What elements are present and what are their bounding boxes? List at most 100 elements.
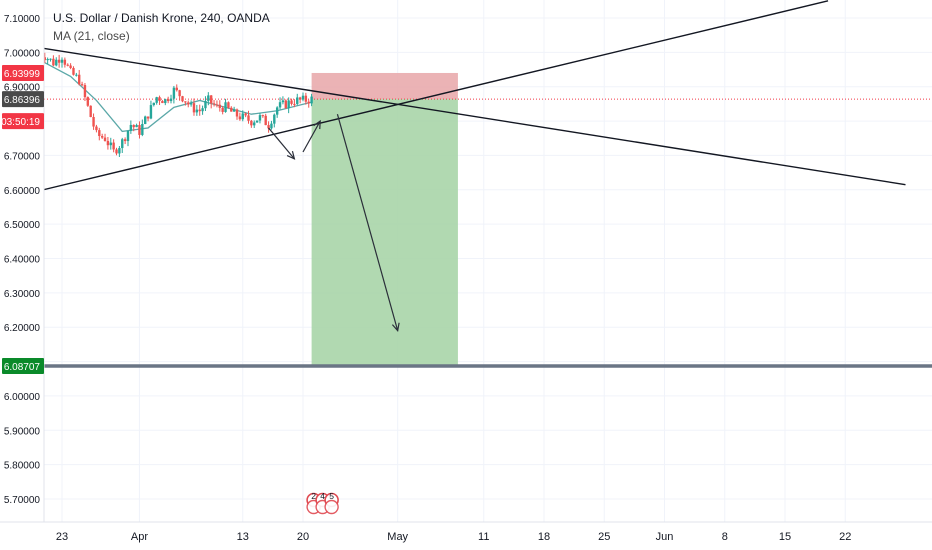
candle-up — [129, 124, 133, 131]
candle-down — [86, 97, 90, 106]
position-zones — [44, 72, 932, 368]
candle-down — [43, 57, 46, 61]
candle-down — [66, 64, 69, 66]
candle-down — [304, 95, 308, 102]
arrow-line-3[interactable] — [336, 114, 399, 331]
price-label-box — [2, 64, 44, 81]
candle-up — [121, 139, 124, 149]
candle-down — [161, 100, 164, 104]
candle-down — [187, 102, 190, 105]
candle-down — [112, 142, 115, 150]
candle-up — [201, 108, 204, 112]
candle-down — [215, 104, 219, 106]
candle-down — [98, 130, 101, 137]
arrow-line-2[interactable] — [302, 120, 321, 153]
candle-up — [46, 59, 49, 61]
candle-down — [235, 109, 239, 117]
arrow-head-2 — [313, 119, 321, 130]
price-tick-label: 7.10000 — [4, 14, 41, 25]
candle-up — [144, 116, 147, 124]
candle-up — [141, 123, 144, 135]
price-tick-label: 7.00000 — [4, 48, 41, 59]
price-tick-label: 6.00000 — [4, 392, 41, 403]
candles-layer — [37, 49, 313, 157]
price-tick-label: 5.90000 — [4, 426, 41, 437]
candle-down — [238, 116, 242, 120]
candle-up — [270, 123, 273, 129]
arrow-line-1[interactable] — [268, 127, 295, 160]
drawing-tools-layer[interactable] — [36, 0, 906, 332]
candle-up — [296, 97, 299, 104]
arrow-head-3 — [391, 322, 400, 332]
time-tick-label: 11 — [478, 531, 489, 543]
price-label-text: 6.86396 — [4, 95, 41, 106]
candle-up — [281, 100, 285, 103]
candle-up — [152, 102, 156, 106]
indicator-label[interactable]: MA (21, close) — [53, 29, 130, 43]
candle-down — [293, 103, 296, 105]
price-tick-label: 6.40000 — [4, 255, 41, 266]
candle-up — [241, 113, 244, 120]
price-tick-label: 6.20000 — [4, 323, 41, 334]
candle-down — [264, 115, 267, 126]
time-tick-label: 20 — [297, 531, 309, 543]
candle-up — [172, 87, 176, 99]
candle-up — [258, 115, 262, 121]
candle-down — [247, 115, 250, 121]
candle-down — [307, 101, 310, 104]
time-tick-label: 25 — [598, 531, 610, 543]
candle-up — [224, 102, 227, 112]
time-tick-label: 8 — [722, 531, 728, 543]
candle-up — [301, 95, 305, 100]
candle-up — [135, 125, 138, 128]
price-axis[interactable]: 5.700005.800005.900006.000006.100006.200… — [0, 0, 45, 550]
candle-down — [227, 102, 230, 108]
candle-up — [189, 103, 193, 105]
candle-up — [55, 59, 58, 66]
time-tick-label: 22 — [839, 531, 851, 543]
candle-down — [250, 120, 253, 126]
candle-down — [69, 65, 72, 68]
candle-down — [209, 95, 213, 104]
candle-down — [103, 137, 107, 141]
candle-down — [290, 100, 293, 104]
time-tick-label: 23 — [56, 531, 68, 543]
time-axis[interactable]: 23 Apr 13 20 May 11 18 25 Jun 8 15 22 — [0, 521, 932, 550]
candle-up — [310, 96, 313, 104]
price-tick-label: 5.80000 — [4, 461, 41, 472]
trend-line-descending[interactable] — [36, 46, 906, 186]
candle-up — [164, 99, 167, 104]
candle-down — [63, 59, 67, 65]
take-profit-zone[interactable] — [311, 99, 458, 367]
candle-down — [212, 103, 216, 105]
candle-down — [244, 113, 247, 116]
time-tick-label: Apr — [131, 531, 148, 543]
price-tick-label: 6.90000 — [4, 83, 41, 94]
candle-down — [83, 85, 87, 98]
price-label-text: 6.08707 — [4, 362, 41, 373]
trend-line-ascending[interactable] — [36, 0, 829, 193]
candle-down — [132, 124, 135, 128]
candle-down — [198, 109, 201, 112]
price-label-box — [2, 358, 44, 375]
candle-down — [218, 104, 221, 108]
price-label-box — [2, 113, 44, 130]
time-tick-label: 15 — [779, 531, 791, 543]
candle-up — [232, 109, 236, 112]
candle-up — [118, 148, 121, 154]
candle-down — [261, 115, 265, 117]
price-label-text: 03:50:19 — [1, 117, 40, 128]
candle-down — [146, 116, 150, 119]
candle-up — [60, 59, 64, 63]
candle-up — [75, 74, 78, 76]
arrow-head-1 — [286, 150, 296, 160]
candle-up — [273, 114, 276, 124]
candle-down — [78, 74, 81, 85]
candle-down — [181, 96, 184, 102]
candle-down — [123, 139, 127, 142]
symbol-title: U.S. Dollar / Danish Krone, 240, OANDA — [53, 11, 270, 25]
price-tick-label: 6.60000 — [4, 186, 41, 197]
candle-up — [287, 100, 290, 109]
